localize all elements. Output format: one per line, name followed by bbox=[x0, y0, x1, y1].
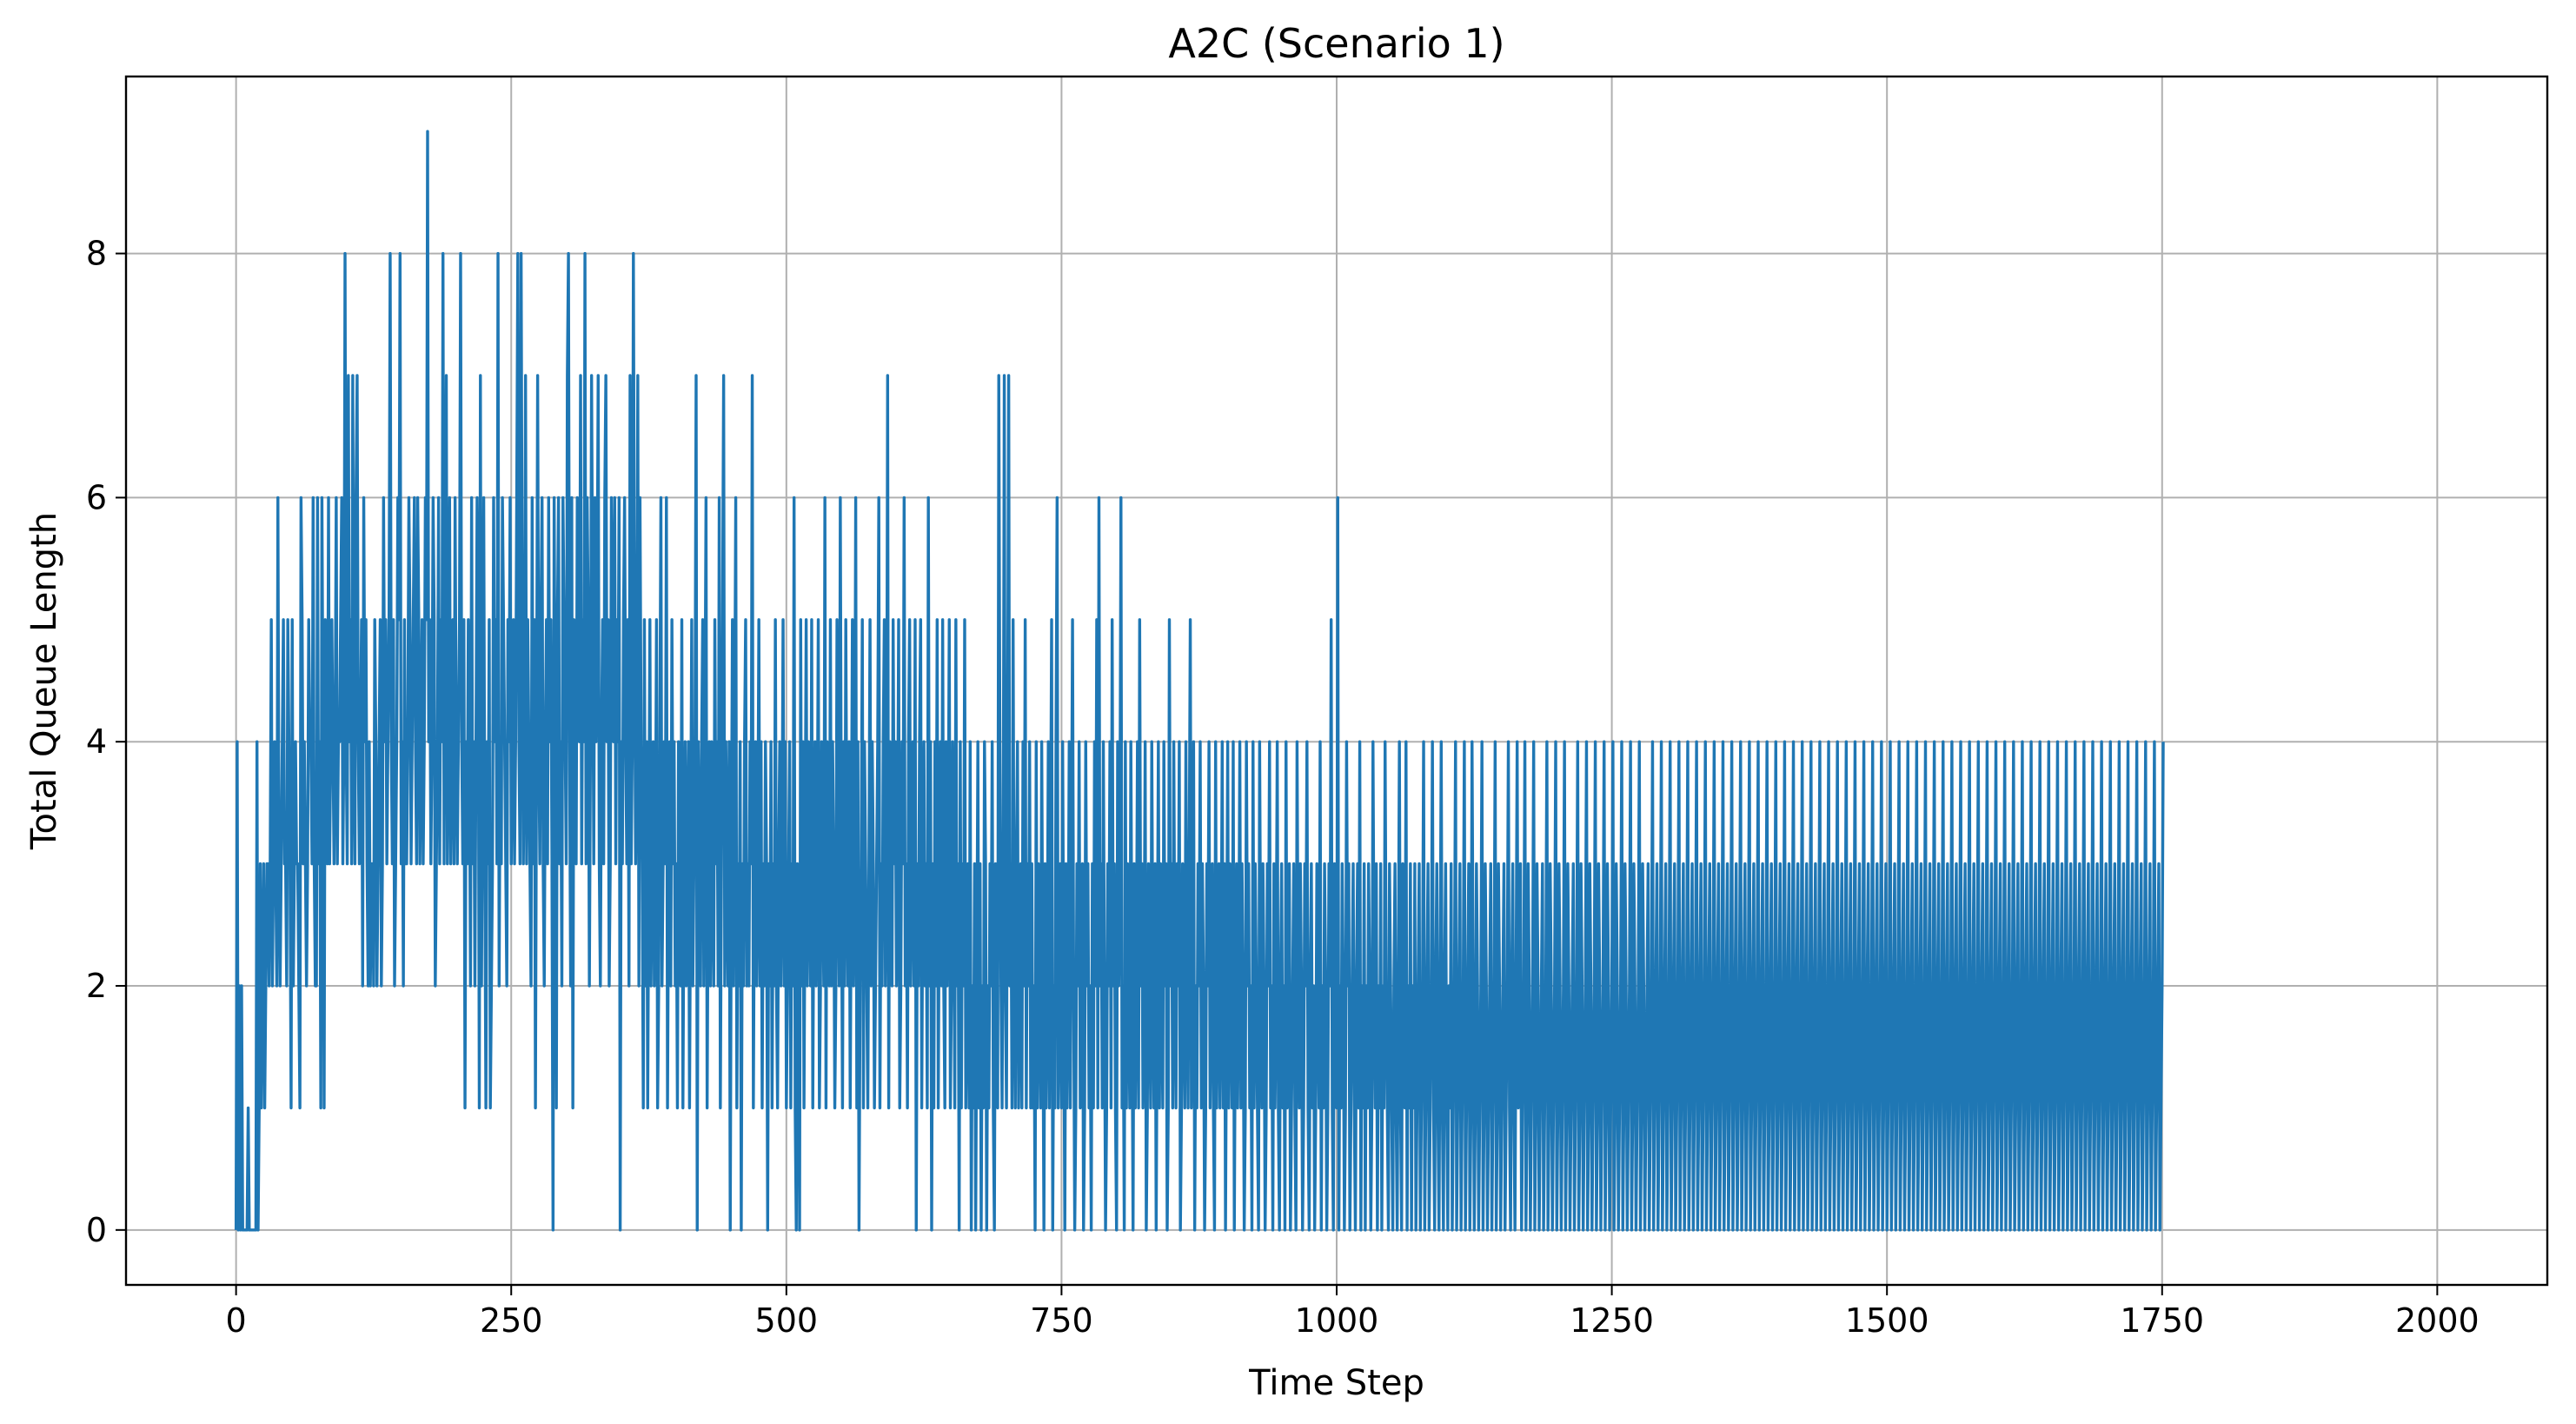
y-tick-label: 6 bbox=[86, 478, 107, 516]
y-axis: 0 2 4 6 8 bbox=[86, 235, 126, 1249]
x-tick-label: 1500 bbox=[1845, 1301, 1929, 1340]
y-tick-label: 0 bbox=[86, 1211, 107, 1249]
chart-title: A2C (Scenario 1) bbox=[1168, 20, 1504, 67]
x-tick-label: 0 bbox=[226, 1301, 247, 1340]
series-layer bbox=[234, 130, 2165, 1232]
x-tick-label: 250 bbox=[480, 1301, 543, 1340]
y-tick-label: 8 bbox=[86, 235, 107, 273]
y-tick-label: 4 bbox=[86, 722, 107, 761]
x-tick-label: 500 bbox=[755, 1301, 819, 1340]
x-axis-title: Time Step bbox=[1248, 1363, 1424, 1403]
y-tick-label: 2 bbox=[86, 967, 107, 1005]
x-tick-label: 2000 bbox=[2395, 1301, 2480, 1340]
x-axis: 0 250 500 750 1000 1250 1500 1750 2000 bbox=[226, 1285, 2480, 1340]
x-tick-label: 750 bbox=[1030, 1301, 1093, 1340]
y-axis-title: Total Queue Length bbox=[24, 512, 64, 850]
series-line-1 bbox=[234, 130, 2165, 1232]
x-tick-label: 1000 bbox=[1295, 1301, 1379, 1340]
x-tick-label: 1250 bbox=[1570, 1301, 1654, 1340]
x-tick-label: 1750 bbox=[2120, 1301, 2204, 1340]
